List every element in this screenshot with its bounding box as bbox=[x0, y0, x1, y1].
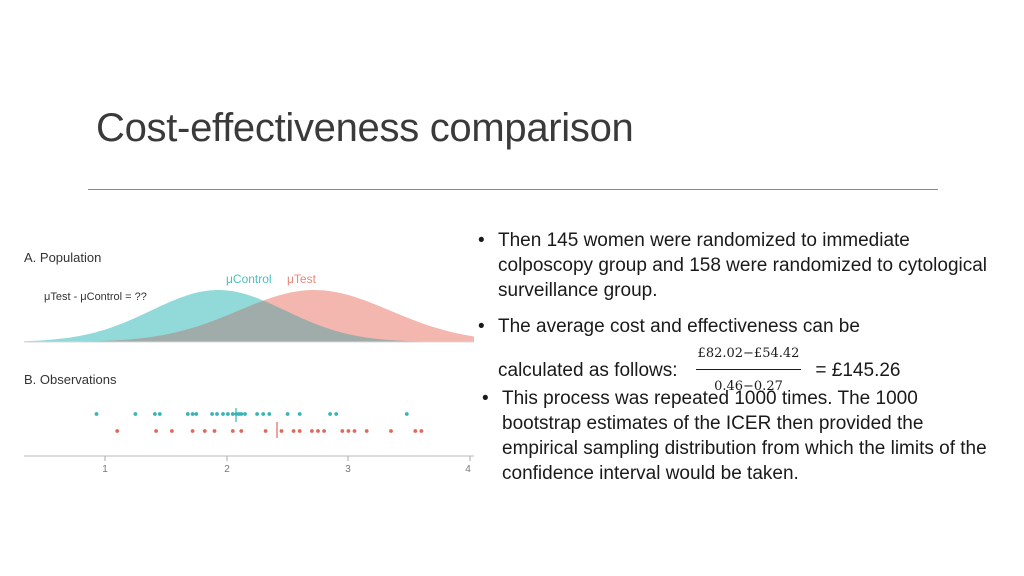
bullet-text-2-line1: The average cost and effectiveness can b… bbox=[498, 316, 860, 337]
test-dot bbox=[316, 429, 320, 433]
control-observations bbox=[94, 412, 409, 416]
test-dot bbox=[279, 429, 284, 433]
test-dot bbox=[154, 429, 159, 433]
control-dot bbox=[153, 412, 157, 416]
control-dot bbox=[133, 412, 138, 416]
test-dot bbox=[170, 429, 174, 433]
test-dot bbox=[239, 429, 244, 433]
x-tick-label-1: 1 bbox=[102, 464, 108, 475]
bullet-dot: • bbox=[482, 388, 489, 409]
question-text: μTest - μControl = ?? bbox=[44, 291, 147, 303]
icer-fraction: £82.02−£54.42 0.46−0.27 bbox=[695, 341, 802, 399]
control-dot bbox=[243, 412, 247, 416]
control-dot bbox=[215, 412, 219, 416]
test-dot bbox=[419, 429, 424, 433]
bullet-item-2: • The average cost and effectiveness can… bbox=[478, 314, 998, 399]
control-dot bbox=[334, 412, 339, 416]
test-dot bbox=[190, 429, 195, 433]
formula-result: = £145.26 bbox=[815, 359, 901, 381]
x-tick-label-3: 3 bbox=[345, 464, 351, 475]
test-dot bbox=[413, 429, 418, 433]
test-observations bbox=[115, 429, 424, 433]
overlap-region bbox=[24, 300, 474, 342]
icer-formula: calculated as follows: £82.02−£54.42 0.4… bbox=[498, 341, 998, 399]
test-dot bbox=[115, 429, 120, 433]
control-dot bbox=[328, 412, 332, 416]
test-dot bbox=[346, 429, 351, 433]
test-dot bbox=[263, 429, 268, 433]
control-dot bbox=[210, 412, 215, 416]
control-dot bbox=[297, 412, 302, 416]
bullet-item-3: • This process was repeated 1000 times. … bbox=[482, 386, 1002, 486]
panel-b-label: B. Observations bbox=[24, 372, 117, 387]
control-dot bbox=[157, 412, 162, 416]
control-dot bbox=[285, 412, 290, 416]
test-dot bbox=[352, 429, 357, 433]
bullet-item-1: • Then 145 women were randomized to imme… bbox=[478, 228, 998, 303]
test-dot bbox=[340, 429, 345, 433]
control-dot bbox=[261, 412, 266, 416]
fraction-denominator: 0.46−0.27 bbox=[714, 379, 783, 394]
test-dot bbox=[297, 429, 302, 433]
control-dot bbox=[190, 412, 195, 416]
test-dot bbox=[364, 429, 369, 433]
bullet-dot: • bbox=[478, 230, 485, 251]
x-tick-label-4: 4 bbox=[465, 464, 471, 475]
panel-a-label: A. Population bbox=[24, 250, 101, 265]
slide-title: Cost-effectiveness comparison bbox=[96, 106, 634, 150]
control-dot bbox=[226, 412, 230, 416]
figure-svg: A. Population μTest - μControl = ?? μCon… bbox=[24, 250, 474, 475]
x-tick-label-2: 2 bbox=[224, 464, 230, 475]
control-dot bbox=[255, 412, 259, 416]
test-dot bbox=[230, 429, 235, 433]
fraction-numerator: £82.02−£54.42 bbox=[695, 341, 802, 370]
test-dot bbox=[322, 429, 326, 433]
test-label: μTest bbox=[287, 272, 317, 286]
title-divider bbox=[88, 189, 938, 190]
control-dot bbox=[404, 412, 409, 416]
formula-prefix: calculated as follows: bbox=[498, 359, 678, 381]
test-dot bbox=[310, 429, 314, 433]
control-dot bbox=[185, 412, 190, 416]
distribution-figure: A. Population μTest - μControl = ?? μCon… bbox=[18, 240, 480, 480]
control-dot bbox=[230, 412, 235, 416]
test-dot bbox=[202, 429, 207, 433]
bullet-dot: • bbox=[478, 316, 485, 337]
bullet-text-1: Then 145 women were randomized to immedi… bbox=[498, 230, 988, 301]
control-dot bbox=[239, 412, 244, 416]
control-dot bbox=[194, 412, 199, 416]
control-dot bbox=[221, 412, 225, 416]
control-dot bbox=[267, 412, 272, 416]
control-dot bbox=[94, 412, 99, 416]
test-dot bbox=[389, 429, 393, 433]
control-label: μControl bbox=[226, 272, 272, 286]
test-dot bbox=[212, 429, 217, 433]
test-dot bbox=[291, 429, 296, 433]
bullet-text-3: This process was repeated 1000 times. Th… bbox=[502, 388, 987, 484]
